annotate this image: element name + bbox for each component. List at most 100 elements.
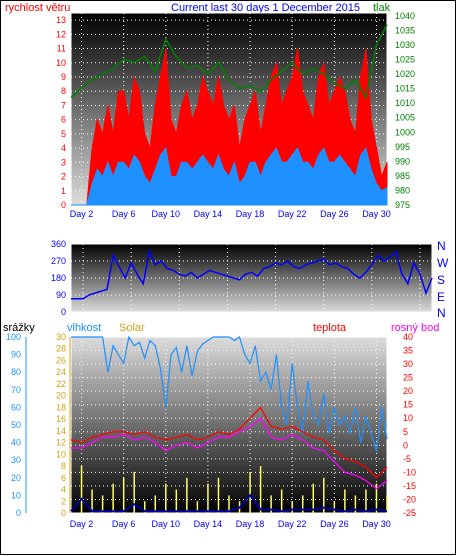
- humidity-y-tick: 2: [61, 496, 66, 506]
- rain-y-tick: 90: [11, 350, 21, 360]
- wind-x-tick: Day 18: [236, 209, 265, 219]
- dir-y-tick: 270: [51, 256, 66, 266]
- wind-y-tick: 0: [61, 200, 66, 210]
- temp-x-tick: Day 10: [152, 519, 181, 529]
- pressure-y-tick: 1040: [395, 11, 415, 21]
- pressure-y-tick: 1010: [395, 98, 415, 108]
- wind-x-tick: Day 30: [362, 209, 391, 219]
- pressure-y-tick: 995: [395, 142, 410, 152]
- dewpoint-series: [71, 417, 388, 490]
- temp-x-tick: Day 2: [70, 519, 94, 529]
- dir-label-e: E: [437, 290, 445, 304]
- rain-y-tick: 100: [6, 332, 21, 342]
- humidity-y-tick: 18: [56, 402, 66, 412]
- humidity-series: [71, 335, 388, 452]
- humidity-y-tick: 22: [56, 379, 66, 389]
- wind-average-series: [71, 146, 388, 206]
- wind-x-tick: Day 22: [278, 209, 307, 219]
- pressure-y-tick: 990: [395, 156, 410, 166]
- pressure-y-tick: 1035: [395, 25, 415, 35]
- solar-axis-title: Solar: [119, 322, 145, 334]
- humidity-y-tick: 10: [56, 449, 66, 459]
- dir-label-n-bottom: N: [437, 306, 446, 320]
- pressure-y-tick: 985: [395, 171, 410, 181]
- pressure-axis-title: tlak: [373, 2, 391, 14]
- humidity-y-tick: 28: [56, 344, 66, 354]
- temp-y-tick: -25: [403, 508, 416, 518]
- temp-y-tick: -20: [403, 494, 416, 504]
- temp-y-tick: -15: [403, 481, 416, 491]
- pressure-series: [70, 24, 388, 100]
- humidity-y-tick: 30: [56, 332, 66, 342]
- rain-y-tick: 80: [11, 367, 21, 377]
- temp-y-tick: 30: [403, 359, 413, 369]
- humidity-y-tick: 8: [61, 461, 66, 471]
- wind-y-tick: 4: [61, 143, 66, 153]
- temp-y-tick: 0: [403, 440, 408, 450]
- wind-y-tick: 11: [57, 44, 66, 54]
- temp-y-tick: 20: [403, 386, 413, 396]
- chart-title: Current last 30 days 1 December 2015: [171, 2, 360, 14]
- pressure-y-tick: 1030: [395, 40, 415, 50]
- humidity-y-tick: 24: [56, 367, 66, 377]
- temp-y-tick: 10: [403, 413, 413, 423]
- temp-y-tick: 15: [403, 400, 413, 410]
- wind-x-tick: Day 2: [70, 209, 94, 219]
- humidity-y-tick: 0: [61, 508, 66, 518]
- rain-y-tick: 60: [11, 402, 21, 412]
- humidity-y-tick: 26: [56, 355, 66, 365]
- wind-y-tick: 7: [61, 100, 66, 110]
- rain-y-tick: 50: [11, 420, 21, 430]
- wind-y-tick: 13: [56, 15, 66, 25]
- wind-y-tick: 2: [61, 172, 66, 182]
- rain-series: [70, 493, 388, 513]
- pressure-y-tick: 975: [395, 200, 410, 210]
- wind-y-tick: 3: [61, 157, 66, 167]
- rain-y-tick: 20: [11, 473, 21, 483]
- wind-y-tick: 1: [61, 186, 66, 196]
- wind-y-tick: 12: [56, 29, 66, 39]
- pressure-y-tick: 1025: [395, 55, 415, 65]
- dir-label-n-top: N: [437, 239, 446, 253]
- pressure-y-tick: 980: [395, 185, 410, 195]
- temp-y-tick: -5: [403, 454, 411, 464]
- dew-axis-title: rosný bod: [391, 322, 439, 334]
- rain-y-tick: 70: [11, 385, 21, 395]
- dir-y-tick: 0: [61, 307, 66, 317]
- dir-y-tick: 180: [51, 273, 66, 283]
- chart-marks: Day 2 Day 6 Day 10 Day 14 Day 18 Day 22 Day 26…: [6, 11, 433, 529]
- temp-x-tick: Day 26: [320, 519, 349, 529]
- humidity-y-tick: 16: [56, 414, 66, 424]
- humidity-y-tick: 20: [56, 391, 66, 401]
- dir-label-w: W: [437, 256, 449, 270]
- pressure-y-tick: 1015: [395, 84, 415, 94]
- wind-x-tick: Day 26: [320, 209, 349, 219]
- rain-y-tick: 30: [11, 455, 21, 465]
- temp-y-tick: -10: [403, 467, 416, 477]
- humidity-y-tick: 6: [61, 473, 66, 483]
- wind-y-tick: 5: [61, 129, 66, 139]
- wind-x-tick: Day 6: [112, 209, 136, 219]
- dir-y-tick: 90: [56, 290, 66, 300]
- wind-y-tick: 6: [61, 115, 66, 125]
- rain-y-tick: 0: [16, 508, 21, 518]
- dir-label-s: S: [437, 273, 445, 287]
- temp-y-tick: 35: [403, 346, 413, 356]
- temp-x-tick: Day 22: [278, 519, 307, 529]
- wind-axis-title: rychlost větru: [5, 2, 70, 14]
- humidity-y-tick: 4: [61, 485, 66, 495]
- temp-x-tick: Day 6: [112, 519, 136, 529]
- temp-y-tick: 5: [403, 427, 408, 437]
- temp-x-tick: Day 18: [236, 519, 265, 529]
- pressure-y-tick: 1005: [395, 113, 415, 123]
- pressure-y-tick: 1020: [395, 69, 415, 79]
- wind-x-tick: Day 10: [152, 209, 181, 219]
- rain-axis-title: srážky: [3, 322, 35, 334]
- wind-y-tick: 10: [56, 58, 66, 68]
- pressure-y-tick: 1000: [395, 127, 415, 137]
- temp-x-tick: Day 14: [194, 519, 223, 529]
- rain-y-tick: 40: [11, 438, 21, 448]
- temperature-series: [70, 406, 388, 479]
- humidity-y-tick: 12: [56, 438, 66, 448]
